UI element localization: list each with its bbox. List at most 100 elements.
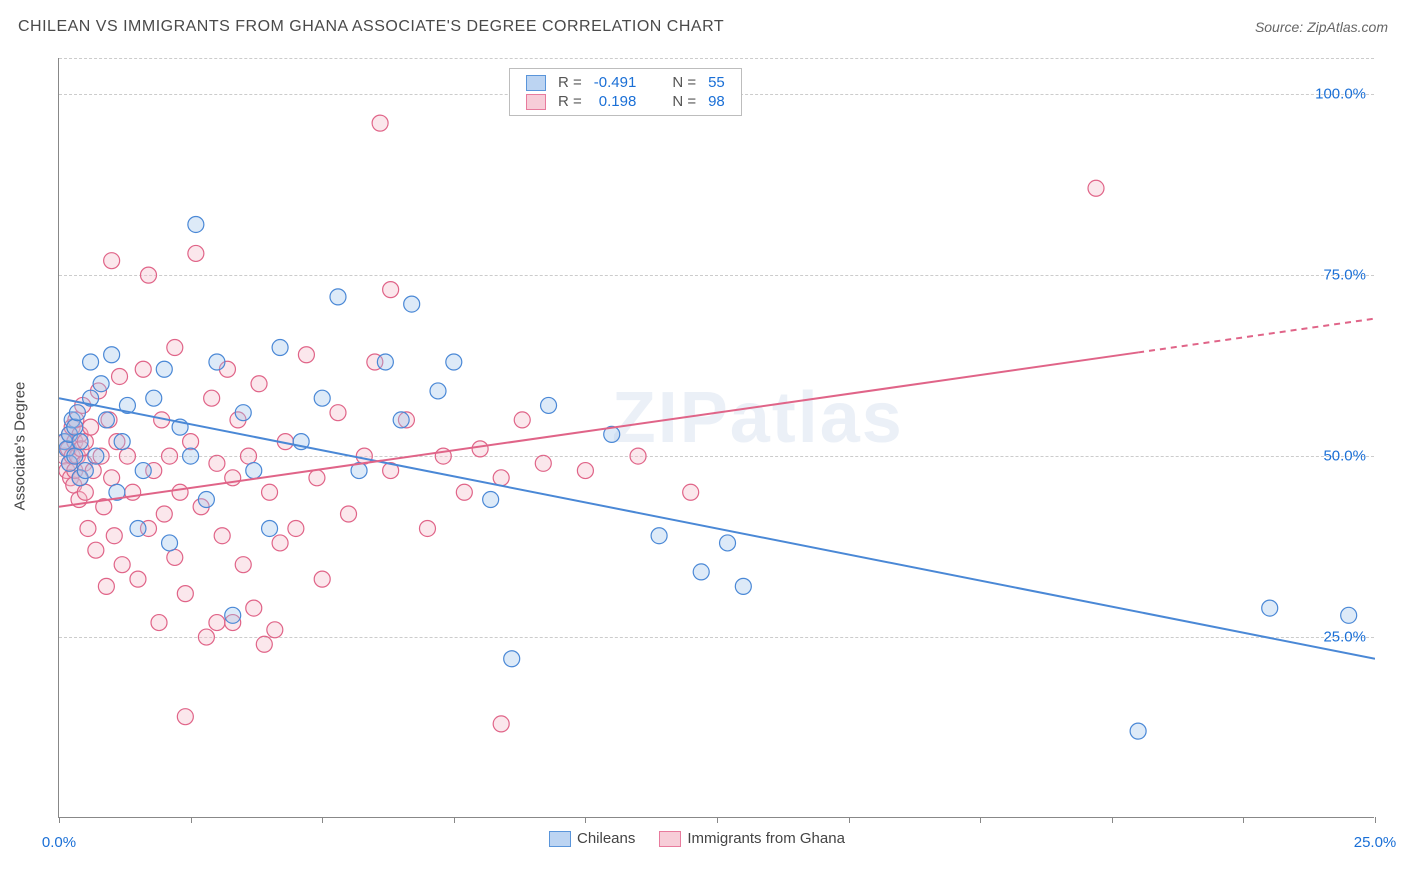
data-point-chileans (262, 520, 278, 536)
data-point-ghana (330, 405, 346, 421)
legend-label-chileans: Chileans (577, 830, 635, 847)
data-point-chileans (104, 347, 120, 363)
data-point-chileans (483, 492, 499, 508)
data-point-ghana (104, 253, 120, 269)
data-point-ghana (119, 448, 135, 464)
data-point-ghana (456, 484, 472, 500)
data-point-chileans (67, 448, 83, 464)
data-point-chileans (135, 463, 151, 479)
data-point-ghana (151, 615, 167, 631)
data-point-ghana (235, 557, 251, 573)
data-point-chileans (130, 520, 146, 536)
data-point-chileans (69, 405, 85, 421)
data-point-chileans (67, 419, 83, 435)
data-point-chileans (272, 340, 288, 356)
data-point-chileans (98, 412, 114, 428)
data-point-ghana (177, 709, 193, 725)
data-point-chileans (72, 434, 88, 450)
legend-r-value-chileans: -0.491 (588, 73, 643, 92)
data-point-chileans (188, 216, 204, 232)
data-point-chileans (209, 354, 225, 370)
legend-r-label: R = (552, 73, 588, 92)
data-point-ghana (251, 376, 267, 392)
trend-line-ghana-dashed (1138, 319, 1375, 353)
data-point-ghana (472, 441, 488, 457)
data-point-chileans (156, 361, 172, 377)
legend-n-value-chileans: 55 (702, 73, 731, 92)
data-point-chileans (393, 412, 409, 428)
data-point-ghana (1088, 180, 1104, 196)
data-point-ghana (535, 455, 551, 471)
data-point-ghana (383, 282, 399, 298)
data-point-chileans (77, 463, 93, 479)
chart-title: CHILEAN VS IMMIGRANTS FROM GHANA ASSOCIA… (18, 18, 724, 36)
data-point-chileans (330, 289, 346, 305)
data-point-chileans (735, 578, 751, 594)
data-point-chileans (314, 390, 330, 406)
legend-stats: R =-0.491 N =55 R =0.198 N =98 (509, 68, 742, 116)
data-point-ghana (577, 463, 593, 479)
data-point-chileans (93, 376, 109, 392)
legend-n-value-ghana: 98 (702, 92, 731, 111)
data-point-chileans (377, 354, 393, 370)
data-point-ghana (77, 484, 93, 500)
data-point-ghana (135, 361, 151, 377)
data-point-chileans (541, 397, 557, 413)
data-point-ghana (130, 571, 146, 587)
data-point-chileans (162, 535, 178, 551)
data-point-chileans (1130, 723, 1146, 739)
data-point-ghana (341, 506, 357, 522)
data-point-ghana (114, 557, 130, 573)
chart-header: CHILEAN VS IMMIGRANTS FROM GHANA ASSOCIA… (18, 18, 1388, 36)
plot-wrap: 25.0%50.0%75.0%100.0%0.0%25.0%ZIPatlasR … (58, 50, 1388, 840)
data-point-ghana (630, 448, 646, 464)
data-point-chileans (430, 383, 446, 399)
data-point-ghana (288, 520, 304, 536)
data-point-ghana (83, 419, 99, 435)
data-point-chileans (246, 463, 262, 479)
data-point-ghana (372, 115, 388, 131)
legend-swatch-chileans (526, 75, 546, 91)
data-point-ghana (267, 622, 283, 638)
data-point-ghana (172, 484, 188, 500)
data-point-ghana (88, 542, 104, 558)
data-point-chileans (146, 390, 162, 406)
data-point-ghana (314, 571, 330, 587)
data-point-chileans (720, 535, 736, 551)
data-point-ghana (183, 434, 199, 450)
data-point-chileans (504, 651, 520, 667)
legend-r-value-ghana: 0.198 (588, 92, 643, 111)
plot-svg (59, 58, 1375, 818)
data-point-ghana (188, 245, 204, 261)
legend-item-chileans: Chileans (549, 830, 635, 847)
data-point-ghana (104, 470, 120, 486)
data-point-ghana (246, 600, 262, 616)
data-point-ghana (80, 520, 96, 536)
data-point-ghana (177, 586, 193, 602)
data-point-chileans (1341, 607, 1357, 623)
data-point-ghana (309, 470, 325, 486)
data-point-ghana (112, 368, 128, 384)
legend-n-label: N = (666, 73, 702, 92)
data-point-chileans (446, 354, 462, 370)
data-point-ghana (298, 347, 314, 363)
x-tick (1375, 817, 1376, 823)
data-point-ghana (493, 716, 509, 732)
data-point-ghana (256, 636, 272, 652)
legend-n-label: N = (666, 92, 702, 111)
legend-r-label: R = (552, 92, 588, 111)
x-tick-label: 0.0% (42, 834, 76, 851)
data-point-chileans (651, 528, 667, 544)
data-point-chileans (1262, 600, 1278, 616)
plot-area: 25.0%50.0%75.0%100.0%0.0%25.0%ZIPatlasR … (58, 58, 1374, 818)
data-point-chileans (88, 448, 104, 464)
data-point-chileans (693, 564, 709, 580)
source-prefix: Source: (1255, 19, 1307, 35)
legend-series: Chileans Immigrants from Ghana (549, 830, 845, 847)
x-tick-label: 25.0% (1354, 834, 1397, 851)
legend-item-ghana: Immigrants from Ghana (659, 830, 845, 847)
legend-swatch-ghana (526, 94, 546, 110)
data-point-ghana (106, 528, 122, 544)
y-axis-label: Associate's Degree (12, 382, 29, 511)
data-point-chileans (83, 354, 99, 370)
